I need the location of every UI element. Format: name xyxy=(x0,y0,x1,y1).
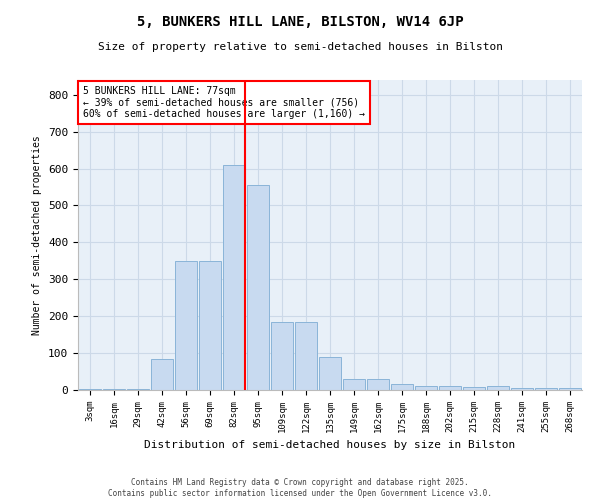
Bar xyxy=(175,261,197,390)
Bar xyxy=(319,357,341,390)
Bar xyxy=(223,165,245,390)
Bar xyxy=(559,388,581,390)
Bar xyxy=(343,379,365,390)
Text: 5 BUNKERS HILL LANE: 77sqm
← 39% of semi-detached houses are smaller (756)
60% o: 5 BUNKERS HILL LANE: 77sqm ← 39% of semi… xyxy=(83,86,365,120)
Bar xyxy=(103,388,125,390)
Y-axis label: Number of semi-detached properties: Number of semi-detached properties xyxy=(32,135,43,335)
Bar xyxy=(151,358,173,390)
Bar xyxy=(295,322,317,390)
Bar xyxy=(199,261,221,390)
Bar xyxy=(367,379,389,390)
Bar xyxy=(535,388,557,390)
Bar xyxy=(271,322,293,390)
Bar xyxy=(127,388,149,390)
Bar xyxy=(79,388,101,390)
Text: Size of property relative to semi-detached houses in Bilston: Size of property relative to semi-detach… xyxy=(97,42,503,52)
Bar xyxy=(415,386,437,390)
Bar xyxy=(487,386,509,390)
Bar xyxy=(391,384,413,390)
Bar xyxy=(511,388,533,390)
Text: Contains HM Land Registry data © Crown copyright and database right 2025.
Contai: Contains HM Land Registry data © Crown c… xyxy=(108,478,492,498)
Bar xyxy=(247,185,269,390)
Bar xyxy=(439,386,461,390)
Bar xyxy=(463,387,485,390)
Text: 5, BUNKERS HILL LANE, BILSTON, WV14 6JP: 5, BUNKERS HILL LANE, BILSTON, WV14 6JP xyxy=(137,15,463,29)
X-axis label: Distribution of semi-detached houses by size in Bilston: Distribution of semi-detached houses by … xyxy=(145,440,515,450)
